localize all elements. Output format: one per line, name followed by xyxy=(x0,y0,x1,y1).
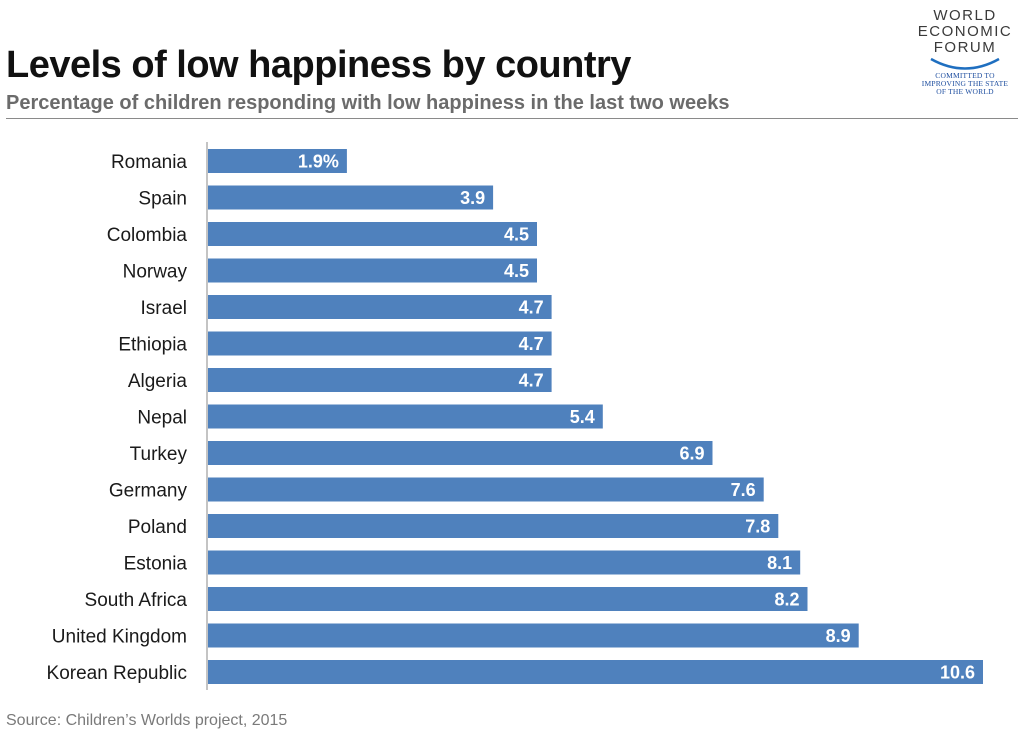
value-label: 8.9 xyxy=(826,626,851,646)
bar-nepal xyxy=(208,404,603,429)
bar-romania xyxy=(208,149,347,173)
bar-israel xyxy=(208,295,552,319)
category-label: Turkey xyxy=(130,444,188,465)
category-label: Norway xyxy=(123,262,188,283)
logo-tag-2: IMPROVING THE STATE xyxy=(921,79,1009,88)
value-label: 4.7 xyxy=(519,334,544,354)
value-label: 3.9 xyxy=(460,188,485,208)
category-label: Estonia xyxy=(124,554,188,575)
category-label: Germany xyxy=(109,481,188,502)
bar-estonia xyxy=(208,550,801,575)
bar-norway xyxy=(208,258,537,283)
category-label: Israel xyxy=(141,298,187,319)
value-label: 4.7 xyxy=(519,371,544,391)
value-label: 7.6 xyxy=(731,480,756,500)
chart-subtitle: Percentage of children responding with l… xyxy=(6,92,730,114)
chart-title: Levels of low happiness by country xyxy=(6,44,631,86)
bar-poland xyxy=(208,514,779,538)
bar-spain xyxy=(208,185,494,210)
wef-logo: WORLD ECONOMIC FORUM COMMITTED TO IMPROV… xyxy=(912,8,1018,116)
category-label: Romania xyxy=(111,152,187,173)
category-label: Ethiopia xyxy=(118,335,187,356)
source-note: Source: Children’s Worlds project, 2015 xyxy=(6,712,288,729)
bar-south-africa xyxy=(208,587,808,611)
category-label: Nepal xyxy=(137,408,187,429)
bar-united-kingdom xyxy=(208,623,859,648)
value-label: 4.7 xyxy=(519,298,544,318)
bar-algeria xyxy=(208,368,552,392)
value-label: 8.2 xyxy=(774,590,799,610)
logo-line-economic: ECONOMIC xyxy=(917,23,1013,40)
category-label: United Kingdom xyxy=(52,627,187,648)
logo-line-world: WORLD xyxy=(933,7,997,24)
value-label: 4.5 xyxy=(504,225,529,245)
bar-germany xyxy=(208,477,764,502)
logo-arc-icon xyxy=(930,57,1000,70)
category-label: Spain xyxy=(138,189,187,210)
header-divider xyxy=(6,118,1018,119)
category-label: Poland xyxy=(128,517,187,538)
category-label: Korean Republic xyxy=(47,663,187,684)
logo-tag-1: COMMITTED TO xyxy=(935,71,995,80)
logo-tag-3: OF THE WORLD xyxy=(936,87,994,96)
bar-turkey xyxy=(208,441,713,465)
value-label: 5.4 xyxy=(570,407,595,427)
value-label: 10.6 xyxy=(940,663,975,683)
category-label: Algeria xyxy=(128,371,188,392)
bar-colombia xyxy=(208,222,537,246)
bar-ethiopia xyxy=(208,331,552,356)
value-label: 6.9 xyxy=(679,444,704,464)
value-label: 8.1 xyxy=(767,553,792,573)
value-label: 4.5 xyxy=(504,261,529,281)
category-label: Colombia xyxy=(107,225,188,246)
bar-korean-republic xyxy=(208,660,983,684)
category-label: South Africa xyxy=(85,590,188,611)
value-label: 7.8 xyxy=(745,517,770,537)
value-label: 1.9% xyxy=(298,152,339,172)
logo-line-forum: FORUM xyxy=(933,39,997,56)
